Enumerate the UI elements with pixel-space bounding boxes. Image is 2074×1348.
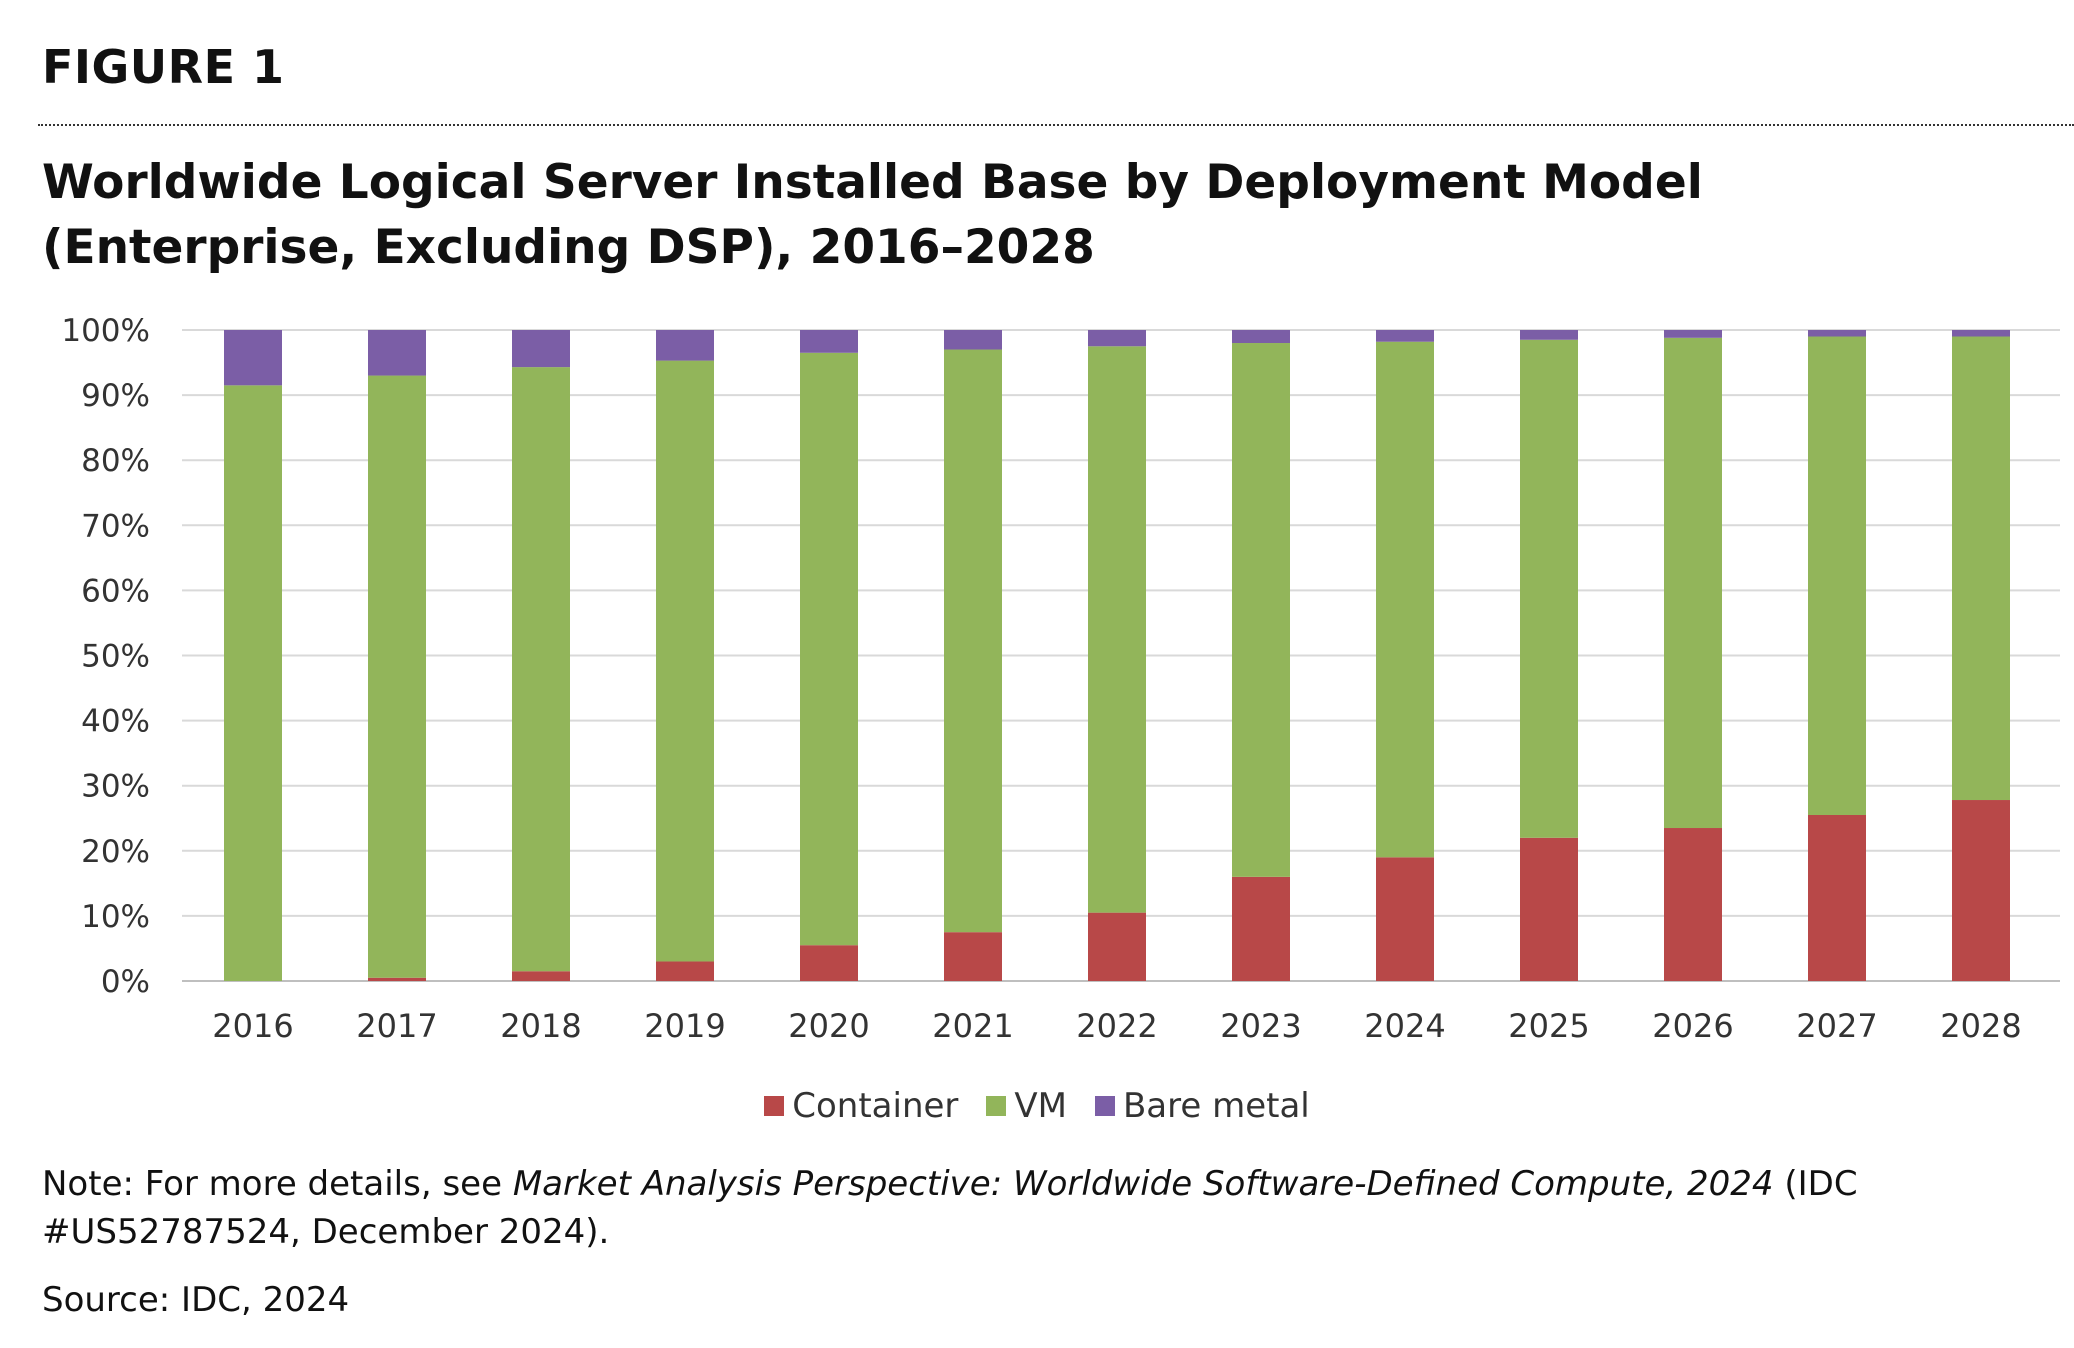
legend-swatch-container: [764, 1096, 785, 1116]
bar-vm-2025: [1520, 339, 1578, 838]
x-tick-label: 2019: [644, 1007, 725, 1045]
bar-stacks: [224, 330, 2010, 982]
y-tick-label: 10%: [81, 899, 150, 935]
y-tick-label: 30%: [81, 769, 150, 805]
stacked-bar-chart: 0% 10% 20% 30% 40% 50% 60% 70% 80% 90% 100% 2016 201…: [61, 313, 2060, 1045]
bar-bare-metal-2019: [656, 330, 714, 361]
bar-bare-metal-2026: [1664, 330, 1722, 338]
x-tick-label: 2016: [212, 1007, 293, 1045]
legend: Container VM Bare metal: [0, 1086, 2074, 1126]
bar-container-2020: [800, 945, 858, 981]
chart-note: Note: For more details, see Market Analy…: [42, 1160, 2032, 1256]
bar-bare-metal-2020: [800, 330, 858, 353]
bar-bare-metal-2028: [1952, 330, 2010, 337]
chart-source: Source: IDC, 2024: [42, 1280, 350, 1320]
bar-vm-2017: [368, 375, 426, 978]
bar-bare-metal-2022: [1088, 330, 1146, 347]
bar-vm-2020: [800, 352, 858, 946]
x-tick-label: 2025: [1508, 1007, 1589, 1045]
bar-container-2026: [1664, 828, 1722, 981]
bar-vm-2028: [1952, 336, 2010, 801]
y-tick-label: 20%: [81, 834, 150, 870]
bar-container-2021: [944, 932, 1002, 981]
bar-bare-metal-2025: [1520, 330, 1578, 340]
bar-container-2024: [1376, 857, 1434, 981]
bar-vm-2019: [656, 360, 714, 962]
bar-container-2019: [656, 961, 714, 981]
y-tick-label: 80%: [81, 443, 150, 479]
x-tick-label: 2027: [1796, 1007, 1877, 1045]
bar-bare-metal-2023: [1232, 330, 1290, 344]
bar-vm-2023: [1232, 343, 1290, 877]
bar-container-2028: [1952, 800, 2010, 981]
legend-item-container: Container: [764, 1086, 958, 1126]
bar-vm-2024: [1376, 341, 1434, 858]
note-suffix: (IDC #US52787524, December 2024).: [42, 1164, 1858, 1252]
dotted-divider: [38, 124, 2074, 126]
x-tick-label: 2017: [356, 1007, 437, 1045]
bar-container-2022: [1088, 912, 1146, 981]
bar-bare-metal-2024: [1376, 330, 1434, 342]
x-tick-label: 2023: [1220, 1007, 1301, 1045]
bar-container-2017: [368, 977, 426, 981]
y-tick-label: 40%: [81, 704, 150, 740]
bar-bare-metal-2021: [944, 330, 1002, 350]
bar-vm-2026: [1664, 337, 1722, 829]
bar-vm-2022: [1088, 346, 1146, 913]
bar-vm-2018: [512, 367, 570, 972]
axis-labels: 0% 10% 20% 30% 40% 50% 60% 70% 80% 90% 100% 2016 201…: [61, 313, 2021, 1045]
bar-container-2023: [1232, 876, 1290, 981]
bar-bare-metal-2016: [224, 330, 282, 386]
x-tick-label: 2024: [1364, 1007, 1445, 1045]
x-tick-label: 2020: [788, 1007, 869, 1045]
legend-label-vm: VM: [1014, 1086, 1067, 1126]
y-tick-label: 70%: [81, 508, 150, 544]
bar-vm-2027: [1808, 336, 1866, 815]
bar-vm-2021: [944, 349, 1002, 933]
legend-item-bare-metal: Bare metal: [1094, 1086, 1310, 1126]
bar-vm-2016: [224, 385, 282, 982]
x-tick-label: 2028: [1940, 1007, 2021, 1045]
legend-swatch-vm: [986, 1096, 1007, 1116]
chart-title-line-2: (Enterprise, Excluding DSP), 2016–2028: [42, 220, 1095, 275]
y-tick-label: 50%: [81, 639, 150, 675]
chart-title-line-1: Worldwide Logical Server Installed Base …: [42, 155, 1703, 210]
x-tick-label: 2021: [932, 1007, 1013, 1045]
figure-label: FIGURE 1: [42, 40, 285, 94]
x-tick-label: 2022: [1076, 1007, 1157, 1045]
y-tick-label: 90%: [81, 378, 150, 414]
note-report-title: Market Analysis Perspective: Worldwide S…: [512, 1164, 1774, 1204]
x-tick-label: 2018: [500, 1007, 581, 1045]
y-tick-label: 60%: [81, 573, 150, 609]
bar-container-2025: [1520, 837, 1578, 981]
legend-label-container: Container: [792, 1086, 959, 1126]
bar-container-2018: [512, 971, 570, 981]
note-prefix: Note: For more details, see: [42, 1164, 513, 1204]
x-tick-label: 2026: [1652, 1007, 1733, 1045]
bar-container-2027: [1808, 814, 1866, 981]
bar-bare-metal-2018: [512, 330, 570, 368]
legend-item-vm: VM: [986, 1086, 1067, 1126]
y-tick-label: 100%: [61, 313, 150, 349]
y-tick-label: 0%: [101, 964, 150, 1000]
legend-label-bare-metal: Bare metal: [1122, 1086, 1310, 1126]
bar-bare-metal-2027: [1808, 330, 1866, 337]
bar-bare-metal-2017: [368, 330, 426, 376]
legend-swatch-bare-metal: [1094, 1096, 1115, 1116]
